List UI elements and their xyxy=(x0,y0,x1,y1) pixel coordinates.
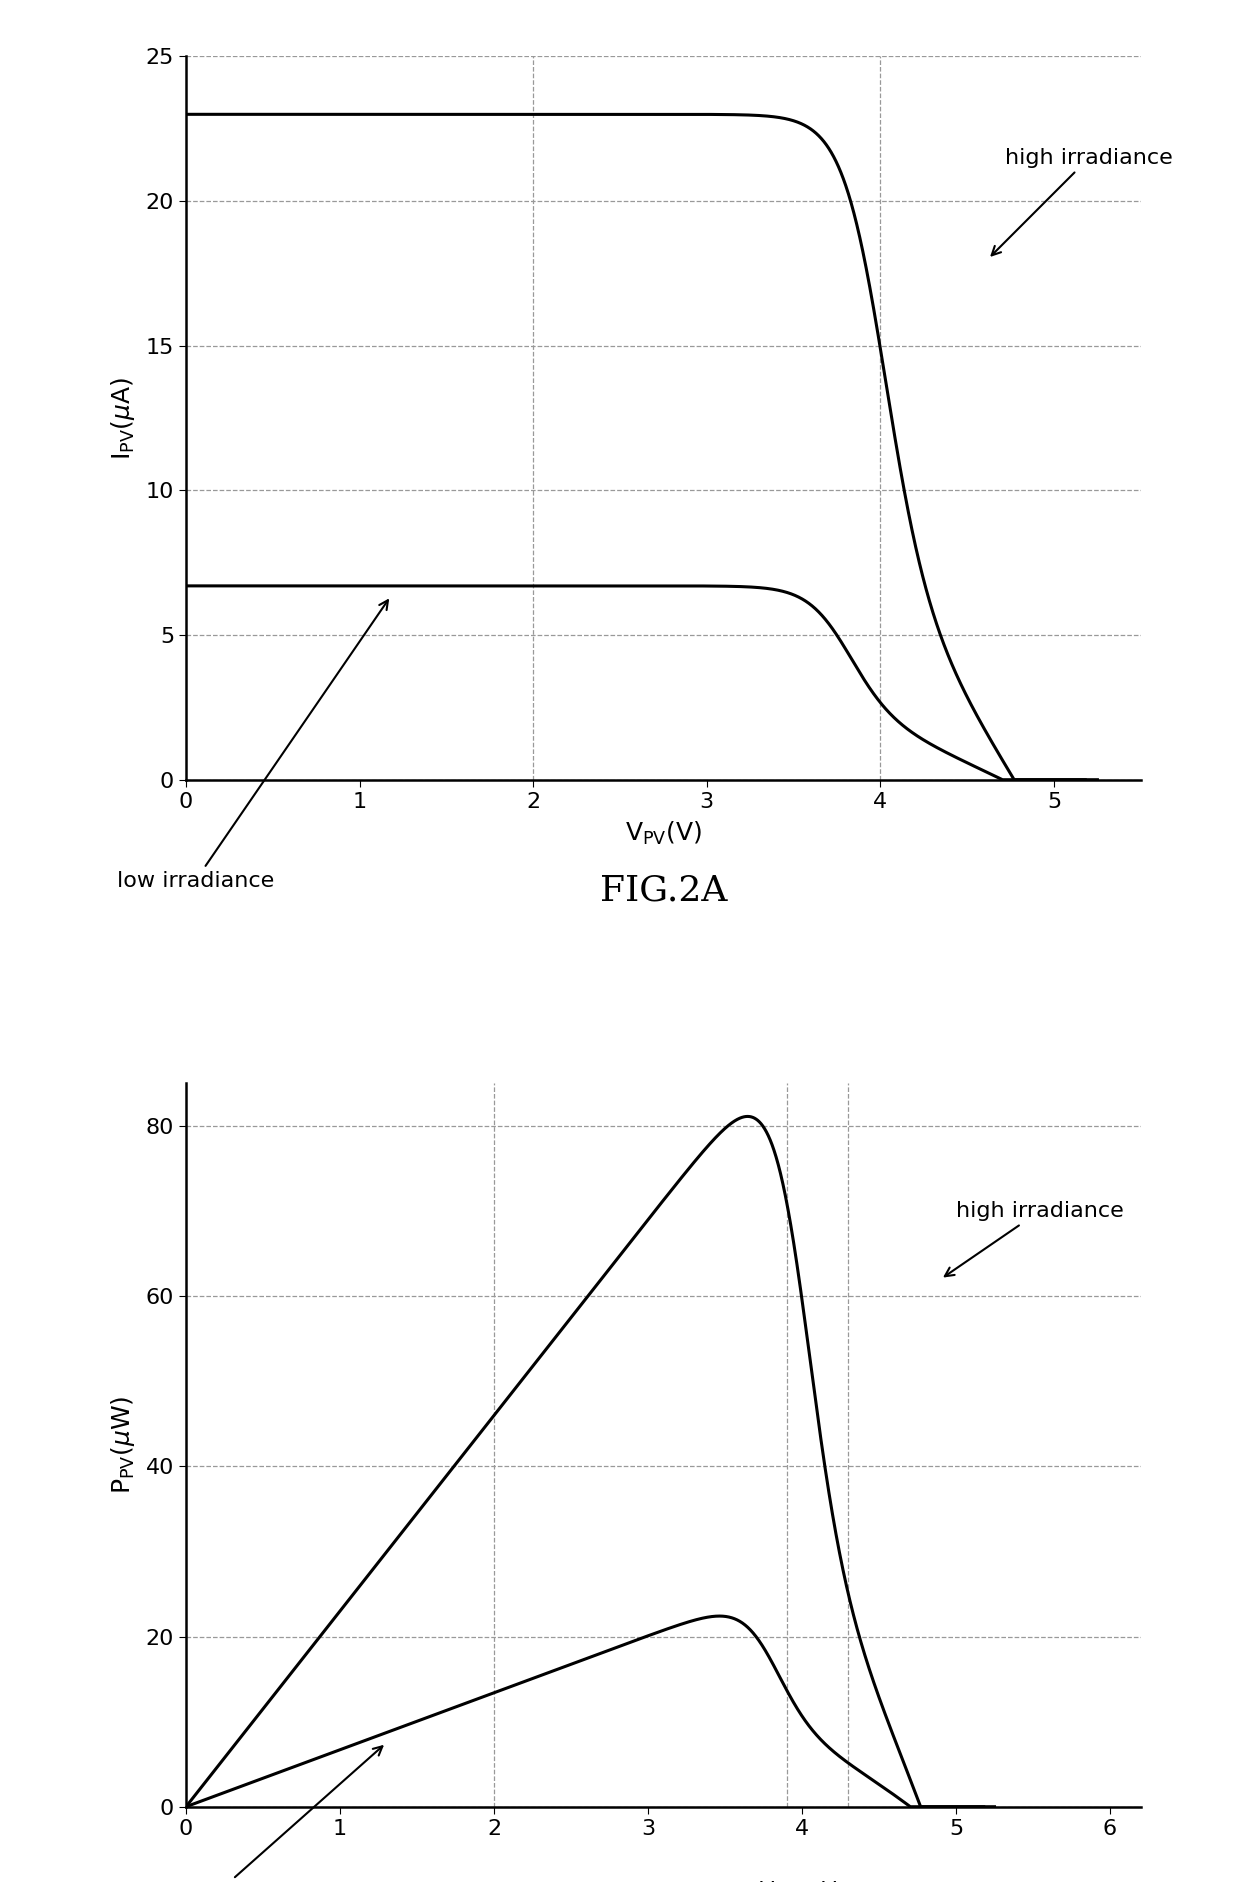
Text: V$_{\mathrm{MPP2}}$: V$_{\mathrm{MPP2}}$ xyxy=(759,1878,813,1882)
Text: FIG.2A: FIG.2A xyxy=(600,873,727,907)
Text: low irradiance: low irradiance xyxy=(140,1746,382,1882)
Text: high irradiance: high irradiance xyxy=(945,1201,1123,1276)
Text: low irradiance: low irradiance xyxy=(117,600,388,890)
Y-axis label: I$_{\mathrm{PV}}$($\mu$A): I$_{\mathrm{PV}}$($\mu$A) xyxy=(109,376,138,459)
Y-axis label: P$_{\mathrm{PV}}$($\mu$W): P$_{\mathrm{PV}}$($\mu$W) xyxy=(109,1396,138,1494)
Text: V$_{\mathrm{MPP1}}$: V$_{\mathrm{MPP1}}$ xyxy=(821,1878,875,1882)
Text: high irradiance: high irradiance xyxy=(992,147,1173,256)
X-axis label: V$_{\mathrm{PV}}$(V): V$_{\mathrm{PV}}$(V) xyxy=(625,821,702,847)
